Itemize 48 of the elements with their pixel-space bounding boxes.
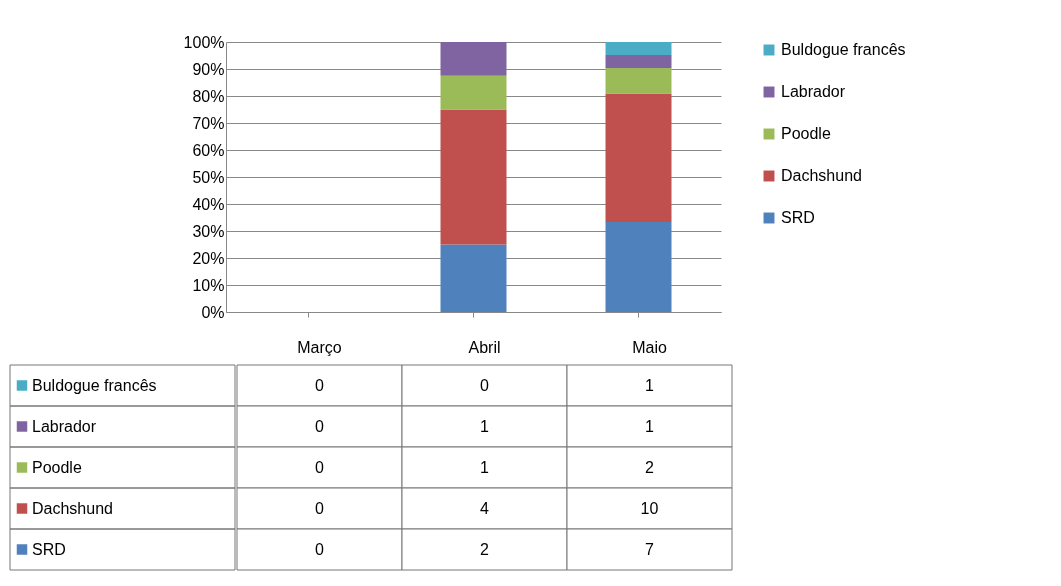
- y-tick-label: Poodle: [32, 458, 82, 476]
- y-tick-label: 100%: [183, 33, 225, 51]
- legend-label: Dachshund: [781, 167, 862, 184]
- y-tick-label: 90%: [192, 60, 225, 78]
- data-label: 1: [645, 376, 655, 394]
- bar: [440, 42, 507, 76]
- legend-label: SRD: [781, 209, 815, 226]
- y-tick-label: Buldogue francês: [32, 376, 157, 394]
- y-tick-label: SRD: [32, 540, 66, 558]
- y-tick-label: 60%: [192, 141, 225, 159]
- bar: [605, 54, 672, 68]
- data-label: 7: [645, 540, 655, 558]
- bar: [440, 109, 507, 245]
- bar: [440, 244, 507, 312]
- data-label: 0: [315, 499, 325, 517]
- data-label: 0: [315, 458, 325, 476]
- data-label: 0: [315, 376, 325, 394]
- bar: [605, 93, 672, 223]
- y-tick-label: Labrador: [32, 417, 97, 435]
- data-label: 0: [480, 376, 490, 394]
- y-tick-label: 0%: [201, 303, 225, 321]
- legend-label: Buldogue francês: [781, 41, 906, 58]
- data-label: 1: [480, 417, 490, 435]
- data-label: 0: [315, 540, 325, 558]
- y-tick-label: 30%: [192, 222, 225, 240]
- x-tick-label: Maio: [632, 338, 667, 356]
- data-label: 2: [480, 540, 490, 558]
- y-tick-label: 70%: [192, 114, 225, 132]
- legend-label: Poodle: [781, 125, 831, 142]
- legend-label: Labrador: [781, 83, 846, 100]
- data-label: 1: [480, 458, 490, 476]
- y-tick-label: 10%: [192, 276, 225, 294]
- bar: [440, 75, 507, 110]
- y-tick-label: 50%: [192, 168, 225, 186]
- x-tick-label: Março: [297, 338, 342, 356]
- bar: [605, 67, 672, 94]
- data-label: 10: [640, 499, 659, 517]
- y-tick-label: 80%: [192, 87, 225, 105]
- data-label: 4: [480, 499, 490, 517]
- y-tick-label: Dachshund: [32, 499, 113, 517]
- x-tick-label: Abril: [468, 338, 501, 356]
- y-tick-label: 40%: [192, 195, 225, 213]
- data-label: 2: [645, 458, 655, 476]
- data-label: 0: [315, 417, 325, 435]
- data-label: 1: [645, 417, 655, 435]
- bar: [605, 42, 672, 55]
- y-tick-label: 20%: [192, 249, 225, 267]
- bar: [605, 222, 672, 312]
